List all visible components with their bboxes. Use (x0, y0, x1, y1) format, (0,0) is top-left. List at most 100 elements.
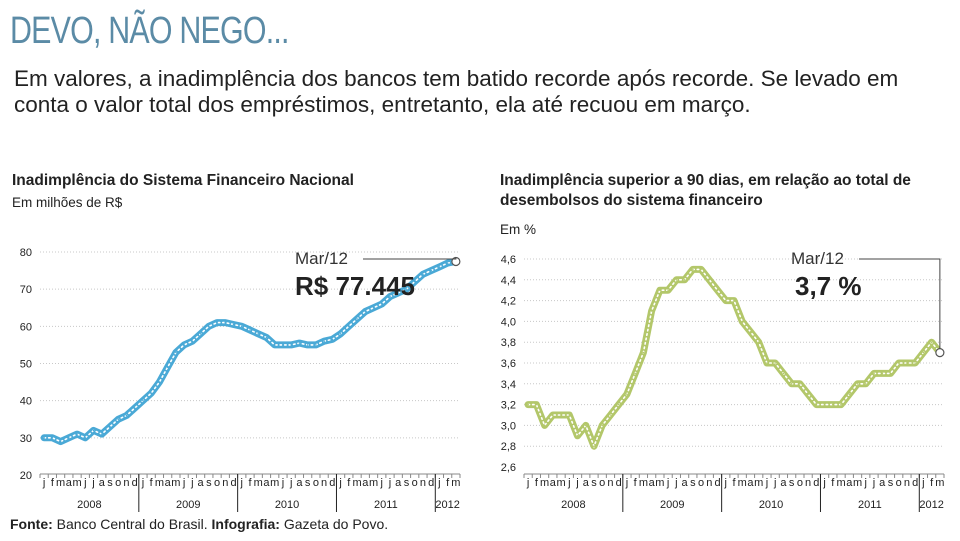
c1-data-point (51, 437, 54, 439)
c2-data-point (593, 445, 595, 448)
c1-month-label: a (263, 477, 270, 489)
c1-month-label: n (222, 477, 228, 489)
c1-month-label: f (446, 477, 450, 489)
c2-annotation-label: Mar/12 (791, 249, 844, 268)
c1-month-label: d (132, 477, 138, 489)
c1-data-point (306, 344, 309, 346)
footer: Fonte: Banco Central do Brasil. Infograf… (10, 516, 388, 532)
c1-month-label: n (420, 477, 426, 489)
c2-month-label: a (780, 477, 787, 489)
c2-data-point (881, 372, 884, 375)
c2-month-label: j (625, 477, 628, 489)
c1-data-point (208, 325, 210, 328)
c1-month-label: d (428, 477, 434, 489)
c2-ytick-label: 3,0 (501, 420, 516, 432)
c1-month-label: s (305, 477, 311, 489)
c1-data-point (323, 340, 325, 343)
c1-month-label: s (404, 477, 410, 489)
c2-month-label: a (550, 477, 557, 489)
c2-data-point (700, 268, 702, 271)
c2-data-point (584, 424, 587, 427)
c2-month-label: j (872, 477, 875, 489)
c1-data-point (298, 342, 301, 344)
c2-data-point (766, 362, 768, 364)
c2-month-label: o (599, 477, 605, 489)
c2-data-point (922, 351, 925, 354)
c1-data-point (84, 437, 87, 439)
c1-data-point (290, 344, 292, 346)
c1-data-point (405, 288, 408, 290)
c2-month-label: m (556, 477, 565, 489)
c2-ytick-label: 3,4 (501, 379, 516, 391)
c1-data-point (43, 437, 45, 439)
c1-month-label: a (66, 477, 73, 489)
c2-month-label: m (540, 477, 549, 489)
c1-data-point (232, 323, 235, 326)
c1-data-point (183, 344, 185, 346)
c1-year-label: 2011 (374, 499, 398, 511)
c2-data-point (832, 403, 834, 406)
c2-month-label: j (674, 477, 677, 489)
c2-month-label: f (634, 477, 638, 489)
c1-ytick-label: 80 (20, 247, 32, 259)
c2-data-point (799, 383, 801, 385)
c2-data-point (724, 299, 727, 302)
c2-month-label: j (666, 477, 669, 489)
c2-month-label: j (773, 477, 776, 489)
c1-month-label: a (362, 477, 369, 489)
c1-month-label: f (347, 477, 351, 489)
c1-data-point (117, 418, 120, 421)
c1-data-point (413, 280, 416, 283)
c2-data-point (897, 362, 900, 364)
deck-text: Em valores, a inadimplência dos bancos t… (14, 66, 899, 117)
c2-month-label: f (535, 477, 539, 489)
c1-year-label: 2008 (77, 499, 101, 511)
c1-data-point (430, 269, 432, 272)
c2-year-label: 2010 (759, 499, 783, 511)
c2-year-label: 2012 (919, 499, 943, 511)
c2-ytick-label: 2,6 (501, 462, 516, 474)
c1-month-label: d (329, 477, 335, 489)
c2-month-label: a (846, 477, 853, 489)
c1-ytick-label: 30 (20, 433, 32, 445)
c1-month-label: m (270, 477, 279, 489)
c1-ytick-label: 60 (20, 321, 32, 333)
c2-month-label: o (797, 477, 803, 489)
c1-data-point (331, 338, 334, 341)
c2-data-point (840, 403, 842, 406)
c2-annotation-value: 3,7 % (795, 271, 862, 301)
chart-2-title: Inadimplência superior a 90 dias, em rel… (500, 172, 911, 209)
c1-month-label: m (352, 477, 361, 489)
c1-year-label: 2010 (275, 499, 299, 511)
c2-data-point (889, 372, 892, 375)
c1-month-label: a (198, 477, 205, 489)
headline: DEVO, NÃO NEGO... (10, 10, 289, 52)
c2-month-label: j (567, 477, 570, 489)
c2-ytick-label: 4,0 (501, 316, 516, 328)
c1-data-point (92, 429, 95, 432)
c2-month-label: j (724, 477, 727, 489)
c1-data-point (68, 437, 70, 439)
c2-month-label: f (831, 477, 835, 489)
footer-graphics: Gazeta do Povo. (283, 516, 389, 532)
chart-1-title: Inadimplência do Sistema Financeiro Naci… (12, 172, 354, 189)
c1-month-label: j (182, 477, 185, 489)
c1-data-point (216, 321, 218, 324)
c1-month-label: o (412, 477, 418, 489)
footer-graphics-label: Infografia: (211, 516, 280, 532)
c1-annotation-leader (363, 257, 457, 260)
c2-data-point (906, 362, 908, 364)
c1-month-label: j (190, 477, 193, 489)
c1-month-label: j (42, 477, 45, 489)
c2-year-label: 2008 (561, 499, 585, 511)
c1-year-label: 2009 (176, 499, 200, 511)
chart-2-unit: Em % (500, 222, 537, 237)
c1-month-label: n (123, 477, 129, 489)
c1-data-point (125, 414, 128, 417)
c1-month-label: m (171, 477, 180, 489)
c1-month-label: a (165, 477, 172, 489)
c1-data-point (224, 321, 227, 324)
c1-month-label: m (155, 477, 164, 489)
c2-data-point (535, 403, 538, 406)
c1-month-label: j (388, 477, 391, 489)
